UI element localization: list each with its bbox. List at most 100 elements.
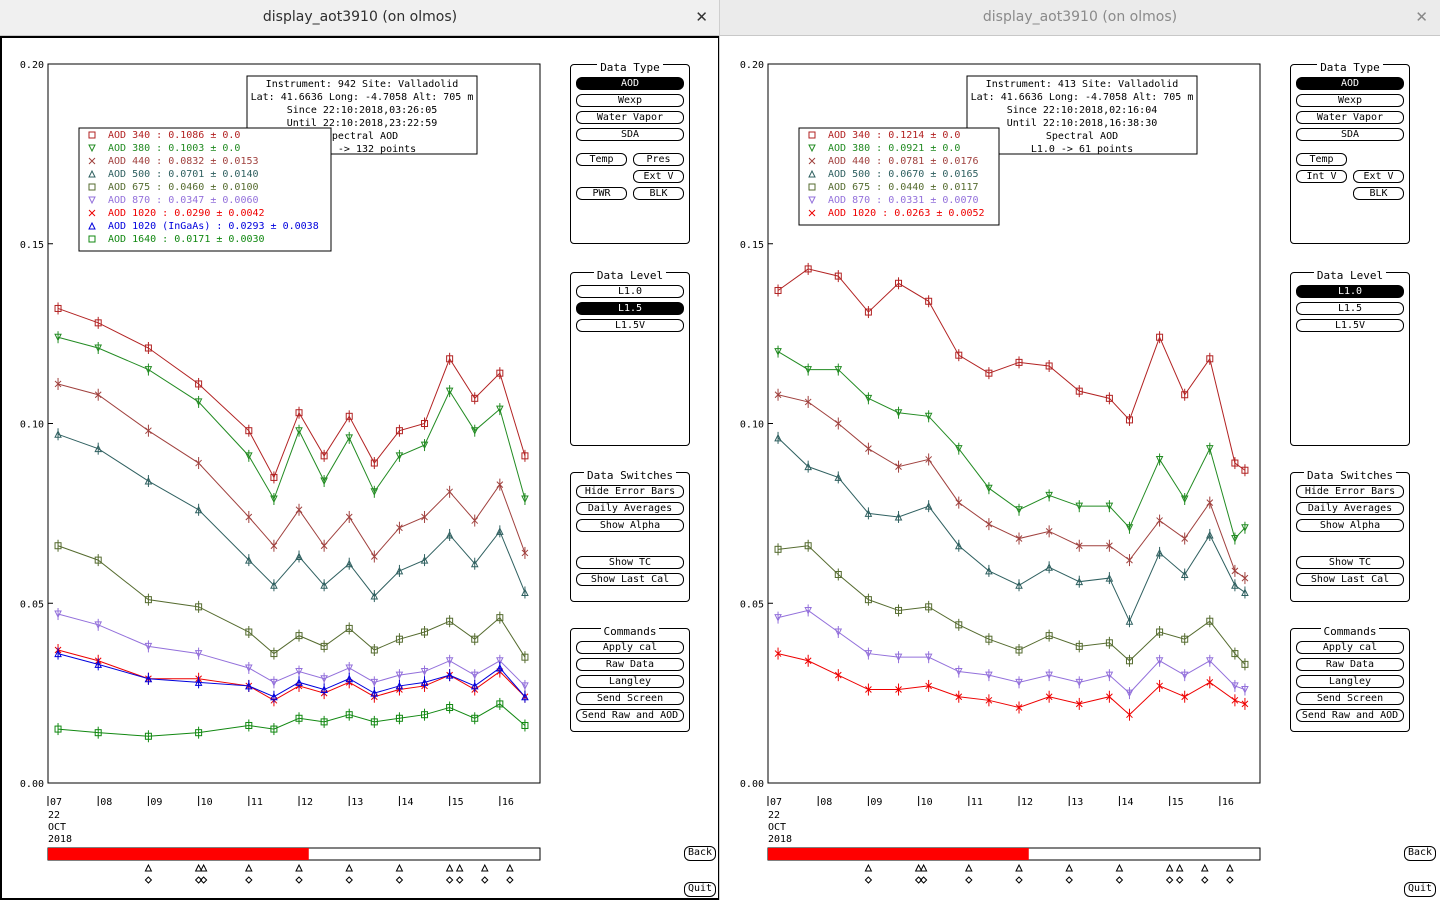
panel-title: Data Type bbox=[1317, 61, 1383, 74]
data-point bbox=[1231, 581, 1239, 589]
data-point bbox=[144, 366, 153, 374]
data-point bbox=[445, 657, 454, 665]
data-point bbox=[1045, 563, 1053, 571]
send-raw-and-aod-button[interactable]: Send Raw and AOD bbox=[1296, 709, 1404, 722]
aod-button[interactable]: AOD bbox=[576, 77, 684, 90]
daily-averages-button[interactable]: Daily Averages bbox=[1296, 502, 1404, 515]
info-line: L1.0 -> 61 points bbox=[1031, 144, 1133, 155]
data-point bbox=[834, 420, 842, 427]
series-aod-870 bbox=[774, 604, 1249, 700]
window-title: display_aot3910 (on olmos) bbox=[982, 9, 1178, 25]
l1-5v-button[interactable]: L1.5V bbox=[576, 319, 684, 332]
data-point bbox=[295, 506, 303, 514]
data-point bbox=[834, 628, 843, 637]
window-frame bbox=[0, 36, 719, 900]
data-point bbox=[320, 452, 328, 460]
data-point bbox=[1106, 693, 1113, 701]
series-aod-380 bbox=[774, 345, 1249, 545]
quit-button[interactable]: Quit bbox=[1404, 882, 1437, 897]
left-window: display_aot3910 (on olmos) ✕ 0.00 0.05 0.1… bbox=[0, 0, 720, 900]
data-point bbox=[471, 394, 479, 402]
l1-0-button[interactable]: L1.0 bbox=[1296, 285, 1404, 298]
water-vapor-button[interactable]: Water Vapor bbox=[1296, 111, 1404, 124]
data-point bbox=[1241, 466, 1249, 474]
data-point bbox=[295, 714, 303, 722]
send-screen-button[interactable]: Send Screen bbox=[576, 692, 684, 705]
close-icon[interactable]: ✕ bbox=[1415, 8, 1428, 26]
blk-button[interactable]: BLK bbox=[633, 187, 684, 200]
data-point bbox=[1125, 657, 1133, 665]
data-point bbox=[864, 308, 872, 316]
x-axis-date-label: 2018 bbox=[768, 834, 792, 845]
blk-button[interactable]: BLK bbox=[1353, 187, 1404, 200]
data-point bbox=[496, 481, 504, 488]
sda-button[interactable]: SDA bbox=[576, 128, 684, 141]
aod-button[interactable]: AOD bbox=[1296, 77, 1404, 90]
apply-cal-button[interactable]: Apply cal bbox=[576, 641, 684, 654]
show-tc-button[interactable]: Show TC bbox=[576, 556, 684, 569]
wexp-button[interactable]: Wexp bbox=[1296, 94, 1404, 107]
data-point bbox=[521, 721, 529, 729]
l1-5-button[interactable]: L1.5 bbox=[576, 302, 684, 315]
x-tick-label: 07 bbox=[50, 797, 62, 808]
wexp-button[interactable]: Wexp bbox=[576, 94, 684, 107]
apply-cal-button[interactable]: Apply cal bbox=[1296, 641, 1404, 654]
data-point bbox=[1231, 682, 1239, 691]
show-last-cal-button[interactable]: Show Last Cal bbox=[576, 573, 684, 586]
data-point bbox=[1015, 678, 1023, 687]
pres-button[interactable]: Pres bbox=[633, 153, 684, 166]
ext-v-button[interactable]: Ext V bbox=[1353, 170, 1404, 183]
show-alpha-button[interactable]: Show Alpha bbox=[576, 519, 684, 532]
send-raw-and-aod-button[interactable]: Send Raw and AOD bbox=[576, 709, 684, 722]
series-line bbox=[777, 268, 1246, 471]
l1-5v-button[interactable]: L1.5V bbox=[1296, 319, 1404, 332]
close-icon[interactable]: ✕ bbox=[695, 8, 708, 26]
sda-button[interactable]: SDA bbox=[1296, 128, 1404, 141]
data-point bbox=[421, 420, 429, 427]
show-alpha-button[interactable]: Show Alpha bbox=[1296, 519, 1404, 532]
raw-data-button[interactable]: Raw Data bbox=[1296, 658, 1404, 671]
measurement-marker bbox=[395, 863, 404, 872]
langley-button[interactable]: Langley bbox=[1296, 675, 1404, 688]
data-point bbox=[1241, 686, 1249, 694]
langley-button[interactable]: Langley bbox=[576, 675, 684, 688]
temp-button[interactable]: Temp bbox=[576, 153, 627, 166]
data-point bbox=[245, 681, 253, 690]
l1-5-button[interactable]: L1.5 bbox=[1296, 302, 1404, 315]
data-point bbox=[864, 650, 873, 658]
hide-error-bars-button[interactable]: Hide Error Bars bbox=[576, 485, 684, 498]
data-point bbox=[94, 444, 103, 453]
show-last-cal-button[interactable]: Show Last Cal bbox=[1296, 573, 1404, 586]
x-tick-label: 15 bbox=[452, 797, 464, 808]
water-vapor-button[interactable]: Water Vapor bbox=[576, 111, 684, 124]
raw-data-button[interactable]: Raw Data bbox=[576, 658, 684, 671]
int-v-button[interactable]: Int V bbox=[1296, 170, 1347, 183]
data-point bbox=[1181, 535, 1189, 542]
l1-0-button[interactable]: L1.0 bbox=[576, 285, 684, 298]
window-titlebar[interactable]: display_aot3910 (on olmos) ✕ bbox=[720, 0, 1440, 36]
hide-error-bars-button[interactable]: Hide Error Bars bbox=[1296, 485, 1404, 498]
show-tc-button[interactable]: Show TC bbox=[1296, 556, 1404, 569]
data-point bbox=[144, 674, 153, 683]
back-button[interactable]: Back bbox=[1404, 846, 1437, 861]
data-point bbox=[496, 700, 504, 708]
ext-v-button[interactable]: Ext V bbox=[633, 170, 684, 183]
data-point bbox=[1156, 682, 1163, 690]
info-line: Instrument: 413 Site: Valladolid bbox=[986, 79, 1179, 90]
temp-button[interactable]: Temp bbox=[1296, 153, 1347, 166]
x-tick-label: 11 bbox=[971, 797, 983, 808]
pwr-button[interactable]: PWR bbox=[576, 187, 627, 200]
data-point bbox=[955, 621, 963, 629]
window-titlebar[interactable]: display_aot3910 (on olmos) ✕ bbox=[0, 0, 719, 36]
quit-button[interactable]: Quit bbox=[684, 882, 717, 897]
measurement-marker bbox=[1115, 876, 1124, 884]
data-point bbox=[1045, 527, 1053, 535]
daily-averages-button[interactable]: Daily Averages bbox=[576, 502, 684, 515]
info-line: Until 22:10:2018,23:22:59 bbox=[287, 118, 438, 129]
measurement-marker bbox=[481, 876, 489, 884]
data-point bbox=[808, 209, 816, 217]
data-point bbox=[808, 196, 816, 205]
send-screen-button[interactable]: Send Screen bbox=[1296, 692, 1404, 705]
measurement-marker bbox=[919, 876, 928, 884]
back-button[interactable]: Back bbox=[684, 846, 717, 861]
